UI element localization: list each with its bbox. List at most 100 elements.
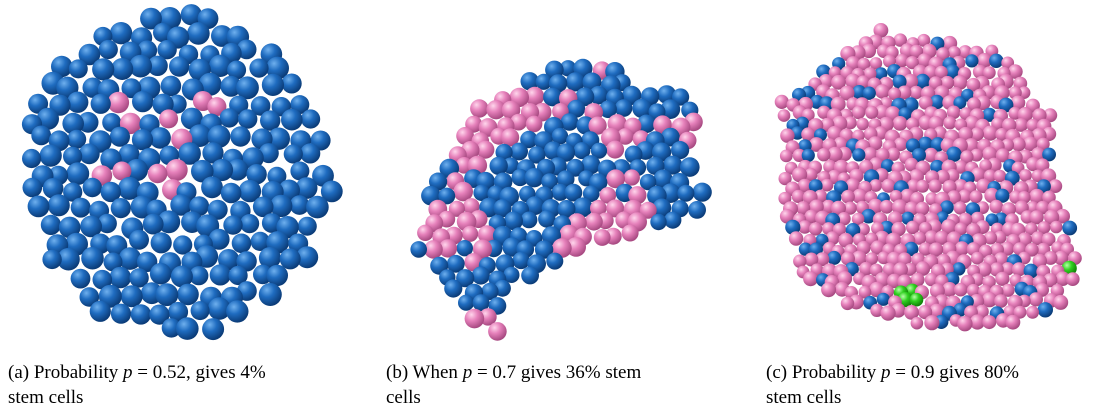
caption-text: = 0.52, gives 4% <box>133 362 266 383</box>
cell <box>1050 221 1063 234</box>
cell <box>284 144 303 163</box>
cell <box>881 306 896 321</box>
cell <box>417 225 433 241</box>
cell <box>259 283 282 306</box>
cell <box>111 198 131 218</box>
caption-text: (a) Probability <box>8 362 123 383</box>
cell <box>538 210 555 227</box>
cell <box>202 318 224 340</box>
cell <box>688 201 706 219</box>
cell <box>129 230 149 250</box>
cell <box>1066 272 1080 286</box>
cell <box>238 109 257 128</box>
cell <box>989 200 1003 214</box>
cell <box>803 271 818 286</box>
cell <box>110 267 132 289</box>
cell <box>444 279 462 297</box>
cell <box>994 294 1008 308</box>
cell <box>910 293 924 307</box>
caption-text: = 0.9 gives 80% <box>891 362 1019 383</box>
cell <box>131 304 151 324</box>
cell <box>472 266 490 284</box>
cell <box>201 176 223 198</box>
caption-text: (c) Probability <box>766 362 881 383</box>
cell <box>69 59 88 78</box>
cell <box>488 322 507 341</box>
cell <box>1026 306 1039 319</box>
caption-symbol: p <box>463 362 473 383</box>
cell <box>220 108 239 127</box>
caption-symbol: p <box>881 362 891 383</box>
caption-text: (b) When <box>386 362 463 383</box>
cell <box>177 284 199 306</box>
cell <box>232 234 252 254</box>
cell <box>210 264 231 285</box>
cell <box>71 198 91 218</box>
cell <box>677 185 694 202</box>
cell <box>928 179 941 192</box>
cell <box>943 116 956 129</box>
cell <box>240 214 259 233</box>
cell <box>42 250 61 269</box>
cell <box>1006 315 1021 330</box>
cell <box>301 109 320 128</box>
cell <box>585 213 603 231</box>
cell <box>298 217 317 236</box>
cell <box>877 293 890 306</box>
cell <box>911 317 924 330</box>
cell <box>954 201 967 214</box>
cell <box>513 252 530 269</box>
cell <box>280 248 301 269</box>
cell <box>90 301 111 322</box>
cell <box>946 147 961 162</box>
cell <box>306 196 329 219</box>
figure-images <box>0 0 1104 355</box>
cell <box>191 301 210 320</box>
cell <box>606 141 624 159</box>
cell <box>48 194 70 216</box>
cell <box>970 190 983 203</box>
cell <box>462 226 478 242</box>
caption: (b) When p = 0.7 gives 36% stem cells <box>386 360 716 410</box>
cell <box>916 202 930 216</box>
cell <box>521 267 539 285</box>
cell <box>526 116 543 133</box>
cell <box>111 58 133 80</box>
cell <box>817 148 830 161</box>
caption-text: cells <box>386 387 421 408</box>
cell <box>22 149 41 168</box>
cell <box>546 253 563 270</box>
page: (a) Probability p = 0.52, gives 4%stem c… <box>0 0 1104 417</box>
cell <box>841 297 854 310</box>
cell <box>924 315 939 330</box>
caption: (a) Probability p = 0.52, gives 4%stem c… <box>8 360 338 410</box>
cell <box>693 183 712 202</box>
cell <box>827 251 841 265</box>
cell <box>267 265 288 286</box>
cell <box>282 74 302 94</box>
cell <box>989 54 1003 68</box>
cell <box>143 214 164 235</box>
cell <box>226 300 248 322</box>
cell <box>176 317 199 340</box>
cell <box>221 183 242 204</box>
cell <box>622 225 639 242</box>
cell <box>108 92 129 113</box>
cell <box>159 109 178 128</box>
cell <box>994 170 1007 183</box>
cell <box>1062 221 1077 236</box>
cell <box>802 149 815 162</box>
cell <box>31 125 51 145</box>
cell <box>1038 302 1053 317</box>
cell <box>111 304 131 324</box>
cell <box>67 92 88 113</box>
caption-text: = 0.7 gives 36% stem <box>472 362 641 383</box>
cell <box>121 285 143 307</box>
cell <box>148 164 168 184</box>
cell <box>624 169 640 185</box>
cell <box>775 95 789 109</box>
cell <box>852 148 865 161</box>
cell <box>71 269 91 289</box>
cell <box>490 157 508 175</box>
cell <box>110 127 130 147</box>
